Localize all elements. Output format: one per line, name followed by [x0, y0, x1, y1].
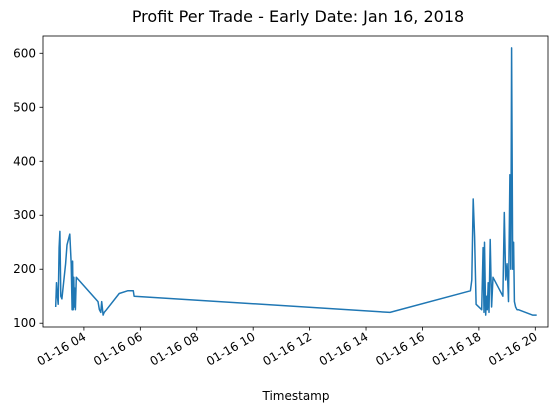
- x-tick-label: 01-16 08: [148, 329, 202, 368]
- plot-area: [54, 47, 537, 316]
- y-tick-label: 600: [13, 46, 36, 60]
- x-axis: 01-16 04 01-16 06 01-16 08 01-16 10 01-16 12…: [35, 327, 540, 369]
- x-tick-label: 01-16 20: [486, 329, 540, 368]
- x-tick-label: 01-16 14: [317, 329, 371, 368]
- series-line: [54, 47, 537, 316]
- y-tick-label: 100: [13, 316, 36, 330]
- x-tick-label: 01-16 12: [260, 329, 314, 368]
- x-tick-label: 01-16 16: [373, 329, 427, 368]
- plot-frame: [42, 35, 549, 328]
- x-tick-label: 01-16 18: [430, 329, 484, 368]
- x-tick-label: 01-16 06: [91, 329, 145, 368]
- y-tick-label: 300: [13, 208, 36, 222]
- chart-title: Profit Per Trade - Early Date: Jan 16, 2…: [132, 7, 464, 26]
- y-tick-label: 200: [13, 262, 36, 276]
- x-tick-label: 01-16 04: [35, 329, 89, 368]
- x-tick-label: 01-16 10: [204, 329, 258, 368]
- y-axis: 100 200 300 400 500 600: [13, 46, 43, 330]
- y-tick-label: 500: [13, 100, 36, 114]
- x-axis-label: Timestamp: [262, 389, 330, 403]
- y-tick-label: 400: [13, 154, 36, 168]
